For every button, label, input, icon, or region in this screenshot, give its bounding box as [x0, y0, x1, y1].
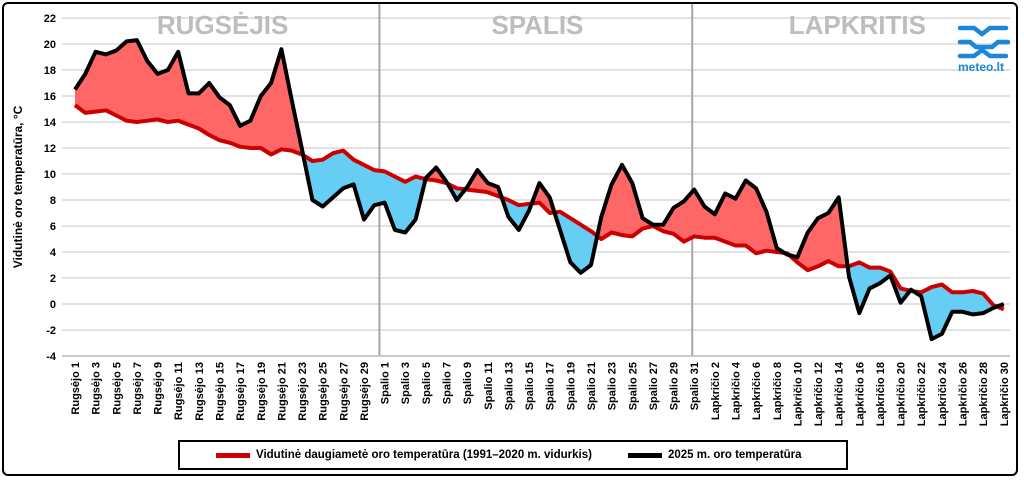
x-tick-label: Lapkričio 2	[710, 362, 722, 420]
x-tick-label: Lapkričio 12	[813, 362, 825, 426]
warmer-than-normal-area	[75, 40, 1004, 310]
y-tick-label: -2	[46, 325, 56, 337]
x-tick-label: Lapkričio 24	[937, 361, 949, 426]
y-tick-label: -4	[46, 351, 57, 363]
x-tick-label: Lapkričio 16	[854, 362, 866, 426]
x-tick-label: Rugsėjo 1	[70, 362, 82, 415]
x-tick-label: Rugsėjo 11	[173, 362, 185, 420]
y-tick-label: 22	[44, 13, 56, 25]
x-tick-label: Rugsėjo 19	[256, 362, 268, 421]
x-tick-label: Rugsėjo 17	[235, 362, 247, 421]
x-tick-label: Lapkričio 14	[834, 361, 846, 426]
legend-item-normal: Vidutinė daugiametė oro temperatūra (199…	[180, 449, 592, 461]
x-tick-label: Spalio 7	[442, 362, 454, 404]
month-label: SPALIS	[491, 10, 583, 40]
y-tick-label: 14	[44, 117, 57, 129]
x-tick-label: Spalio 11	[483, 362, 495, 410]
y-tick-label: 0	[50, 299, 56, 311]
actual-temperature-line	[73, 38, 1005, 342]
chart-frame	[2, 2, 1018, 476]
legend-label-actual: 2025 m. oro temperatūra	[667, 449, 802, 461]
x-tick-label: Lapkričio 4	[730, 361, 742, 420]
legend-label-normal: Vidutinė daugiametė oro temperatūra (199…	[256, 449, 592, 461]
x-tick-label: Lapkričio 8	[772, 362, 784, 420]
x-tick-label: Spalio 13	[503, 362, 515, 410]
x-tick-label: Spalio 9	[462, 362, 474, 404]
x-tick-label: Spalio 27	[648, 362, 660, 410]
x-tick-label: Spalio 21	[586, 362, 598, 410]
x-tick-label: Lapkričio 18	[875, 362, 887, 426]
x-tick-label: Spalio 29	[669, 362, 681, 410]
y-tick-label: 4	[50, 247, 57, 259]
y-tick-label: 8	[50, 195, 56, 207]
legend: Vidutinė daugiametė oro temperatūra (199…	[178, 440, 848, 470]
y-tick-label: 6	[50, 221, 56, 233]
x-tick-label: Spalio 3	[400, 362, 412, 404]
y-tick-label: 2	[50, 273, 56, 285]
x-tick-label: Rugsėjo 9	[153, 362, 165, 415]
logo-text: meteo.lt	[958, 60, 1005, 74]
legend-swatch-normal	[216, 452, 250, 458]
x-tick-label: Spalio 31	[689, 362, 701, 410]
x-tick-label: Lapkričio 6	[751, 362, 763, 420]
y-tick-label: 20	[44, 39, 56, 51]
x-tick-label: Spalio 23	[607, 362, 619, 410]
x-tick-label: Lapkričio 22	[916, 362, 928, 426]
month-label: RUGSĖJIS	[157, 10, 289, 40]
legend-item-actual: 2025 m. oro temperatūra	[592, 449, 802, 461]
x-tick-label: Spalio 19	[565, 362, 577, 410]
x-tick-label: Spalio 25	[627, 362, 639, 410]
x-tick-label: Rugsėjo 27	[338, 362, 350, 421]
y-tick-label: 18	[44, 65, 56, 77]
x-tick-label: Rugsėjo 5	[111, 362, 123, 415]
month-label: LAPKRITIS	[789, 10, 926, 40]
x-tick-label: Lapkričio 20	[896, 362, 908, 426]
x-tick-label: Rugsėjo 7	[132, 362, 144, 415]
y-axis-label: Vidutinė oro temperatūra, °C	[11, 105, 25, 268]
x-tick-label: Spalio 5	[421, 362, 433, 404]
x-tick-label: Rugsėjo 23	[297, 362, 309, 421]
x-tick-label: Rugsėjo 3	[91, 362, 103, 415]
x-tick-label: Rugsėjo 29	[359, 362, 371, 421]
x-tick-label: Lapkričio 28	[978, 362, 990, 426]
legend-swatch-actual	[627, 452, 662, 458]
meteo-waves-logo-icon	[957, 25, 1011, 59]
x-tick-label: Spalio 15	[524, 362, 536, 410]
x-tick-label: Rugsėjo 25	[318, 362, 330, 421]
x-tick-label: Spalio 1	[380, 362, 392, 404]
y-tick-label: 12	[44, 143, 56, 155]
y-tick-label: 10	[44, 169, 56, 181]
x-tick-label: Lapkričio 26	[958, 362, 970, 426]
y-tick-label: 16	[44, 91, 56, 103]
x-tick-label: Rugsėjo 13	[194, 362, 206, 421]
x-tick-label: Lapkričio 30	[999, 362, 1011, 426]
x-tick-label: Rugsėjo 21	[276, 362, 288, 421]
x-tick-label: Rugsėjo 15	[214, 362, 226, 421]
x-tick-label: Spalio 17	[545, 362, 557, 410]
x-tick-label: Lapkričio 10	[792, 362, 804, 426]
